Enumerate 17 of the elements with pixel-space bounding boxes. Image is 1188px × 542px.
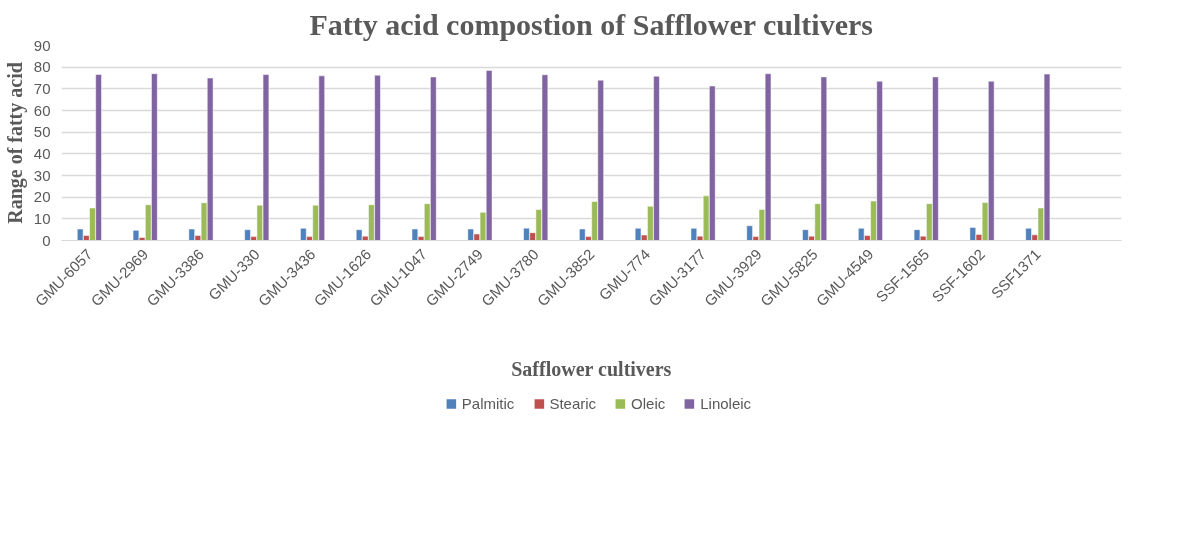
y-tick-label: 0	[42, 231, 51, 249]
y-tick-label: 10	[33, 209, 51, 227]
legend-label: Stearic	[549, 394, 597, 412]
y-tick-label: 30	[33, 166, 51, 184]
legend-label: Oleic	[631, 394, 666, 412]
y-tick-label: 70	[33, 79, 51, 97]
y-tick-label: 90	[33, 36, 51, 54]
y-tick-label: 50	[33, 123, 51, 141]
y-tick-label: 20	[33, 188, 51, 206]
y-axis-title: Range of fatty acid	[3, 62, 27, 224]
legend-label: Palmitic	[461, 394, 515, 412]
x-axis-title: Safflower cultivers	[511, 358, 672, 381]
y-tick-label: 40	[33, 144, 51, 162]
chart-title: Fatty acid compostion of Safflower cultivers	[309, 7, 873, 41]
legend-label: Linoleic	[700, 394, 752, 412]
y-tick-label: 60	[33, 101, 51, 119]
y-tick-label: 80	[33, 58, 51, 76]
